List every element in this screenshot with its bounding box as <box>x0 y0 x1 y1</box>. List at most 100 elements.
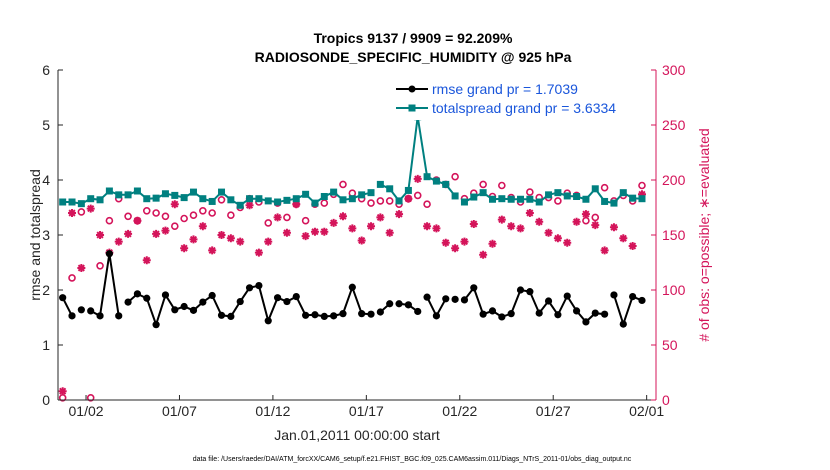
evaluated-point-23 <box>273 213 282 222</box>
totalspread-point-2 <box>77 200 85 208</box>
legend-spread-marker <box>408 104 416 112</box>
totalspread-point-45 <box>479 189 487 197</box>
totalspread-point-13 <box>180 194 188 202</box>
totalspread-point-47 <box>498 195 506 203</box>
rmse-point-25 <box>292 293 300 301</box>
possible-point-38 <box>413 191 422 200</box>
evaluated-point-36 <box>395 210 404 219</box>
possible-point-58 <box>600 183 609 192</box>
rmse-point-4 <box>96 312 104 320</box>
evaluated-point-25 <box>292 200 301 209</box>
rmse-point-9 <box>143 294 151 302</box>
evaluated-point-47 <box>497 215 506 224</box>
rmse-point-47 <box>498 313 506 321</box>
evaluated-point-26 <box>301 232 310 241</box>
evaluated-point-21 <box>254 248 263 257</box>
evaluated-point-28 <box>320 227 329 236</box>
rmse-point-37 <box>404 301 412 309</box>
totalspread-point-21 <box>255 195 263 203</box>
totalspread-point-36 <box>395 197 403 205</box>
rmse-point-11 <box>161 291 170 299</box>
x-axis-label: Jan.01,2011 00:00:00 start <box>274 427 440 443</box>
totalspread-point-35 <box>386 185 394 193</box>
rmse-point-20 <box>245 284 254 292</box>
totalspread-point-22 <box>264 197 272 205</box>
y-ticks-left: 0 1 2 3 4 5 6 <box>42 62 63 408</box>
evaluated-point-31 <box>348 224 357 233</box>
x-tick-label-6: 02/01 <box>629 403 664 419</box>
legend-box <box>392 78 650 120</box>
evaluated-point-18 <box>226 234 235 243</box>
rmse-point-15 <box>199 298 207 306</box>
evaluated-point-34 <box>376 213 385 222</box>
totalspread-point-62 <box>638 195 646 203</box>
rmse-point-21 <box>255 282 263 290</box>
evaluated-point-50 <box>525 209 534 217</box>
rmse-point-19 <box>236 297 244 306</box>
totalspread-point-27 <box>311 199 319 207</box>
totalspread-point-15 <box>199 195 207 203</box>
evaluated-point-2 <box>77 264 86 272</box>
possible-point-35 <box>385 197 394 205</box>
totalspread-point-31 <box>348 195 356 203</box>
evaluated-point-62 <box>637 190 646 199</box>
rmse-point-55 <box>572 307 581 315</box>
rmse-point-6 <box>115 312 123 320</box>
totalspread-point-43 <box>460 198 468 206</box>
evaluated-point-58 <box>600 246 609 255</box>
rmse-point-43 <box>460 296 469 304</box>
totalspread-point-7 <box>124 191 132 199</box>
possible-point-3 <box>86 393 95 402</box>
rmse-point-50 <box>526 288 534 296</box>
rmse-point-53 <box>554 311 562 319</box>
rmse-point-0 <box>59 294 67 302</box>
totalspread-point-28 <box>320 193 328 200</box>
possible-point-34 <box>376 197 385 205</box>
rmse-point-45 <box>479 310 487 318</box>
rmse-point-22 <box>264 317 272 325</box>
totalspread-point-10 <box>152 194 160 202</box>
x-tick-label-4: 01/22 <box>442 403 477 419</box>
possible-point-4 <box>96 261 104 270</box>
rmse-point-36 <box>395 300 403 308</box>
rmse-point-61 <box>629 293 637 301</box>
y-right-tick-label-0: 0 <box>662 392 670 408</box>
rmse-point-56 <box>582 318 590 326</box>
rmse-point-60 <box>619 320 627 328</box>
evaluated-point-41 <box>441 238 450 247</box>
rmse-point-44 <box>470 284 478 292</box>
totalspread-point-20 <box>246 195 254 203</box>
rmse-point-28 <box>320 312 328 320</box>
totalspread-point-50 <box>526 195 534 203</box>
totalspread-point-37 <box>404 186 412 194</box>
totalspread-point-24 <box>283 196 291 204</box>
evaluated-point-22 <box>264 237 273 246</box>
totalspread-point-51 <box>535 198 543 206</box>
rmse-point-14 <box>189 306 198 314</box>
totalspread-point-30 <box>339 196 347 204</box>
totalspread-point-19 <box>236 201 244 209</box>
evaluated-point-43 <box>460 237 469 246</box>
totalspread-point-33 <box>367 189 375 197</box>
possible-point-14 <box>189 211 198 219</box>
y-right-tick-label-3: 150 <box>662 227 686 243</box>
x-tick-label-3: 01/17 <box>349 403 384 419</box>
evaluated-point-56 <box>581 210 590 219</box>
rmse-point-27 <box>311 311 319 319</box>
legend-rmse-marker <box>408 85 416 93</box>
rmse-point-7 <box>124 298 132 306</box>
possible-point-62 <box>638 181 646 190</box>
totalspread-point-1 <box>68 198 76 206</box>
totalspread-point-58 <box>601 197 609 205</box>
evaluated-point-57 <box>591 221 600 230</box>
evaluated-point-0 <box>58 387 67 396</box>
totalspread-point-56 <box>582 195 590 203</box>
y-left-tick-label-2: 2 <box>42 282 50 298</box>
evaluated-point-55 <box>572 217 581 226</box>
evaluated-point-15 <box>198 222 207 231</box>
evaluated-point-42 <box>451 244 460 253</box>
totalspread-point-17 <box>218 188 226 196</box>
rmse-point-13 <box>180 302 188 311</box>
rmse-point-3 <box>87 307 95 315</box>
